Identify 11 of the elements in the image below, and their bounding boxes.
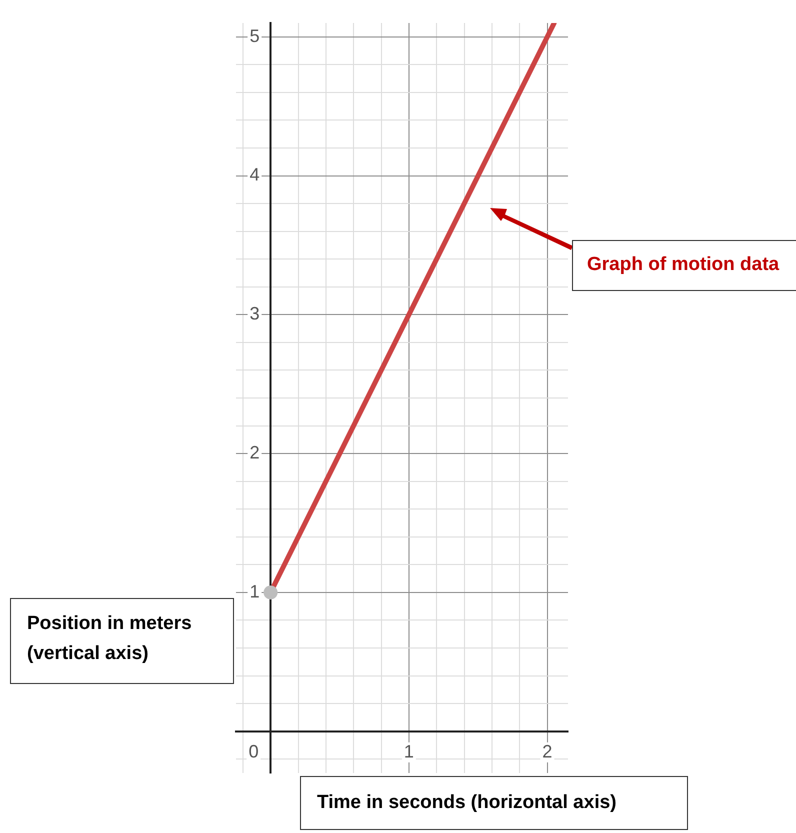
x-tick-label: 2 — [542, 741, 552, 762]
x-tick-label: 0 — [248, 741, 259, 762]
y-tick-label: 3 — [250, 304, 260, 324]
y-tick-label: 5 — [250, 26, 260, 46]
x-tick-label: 1 — [404, 741, 414, 762]
y-tick-label: 2 — [250, 442, 260, 463]
y-tick-label: 4 — [250, 164, 260, 185]
x-axis-title: Time in seconds (horizontal axis) — [300, 776, 688, 830]
text: Graph of motion data — [572, 240, 796, 291]
y-tick-label: 1 — [250, 581, 260, 602]
y-axis-title: Position in meters (vertical axis) — [10, 598, 234, 684]
